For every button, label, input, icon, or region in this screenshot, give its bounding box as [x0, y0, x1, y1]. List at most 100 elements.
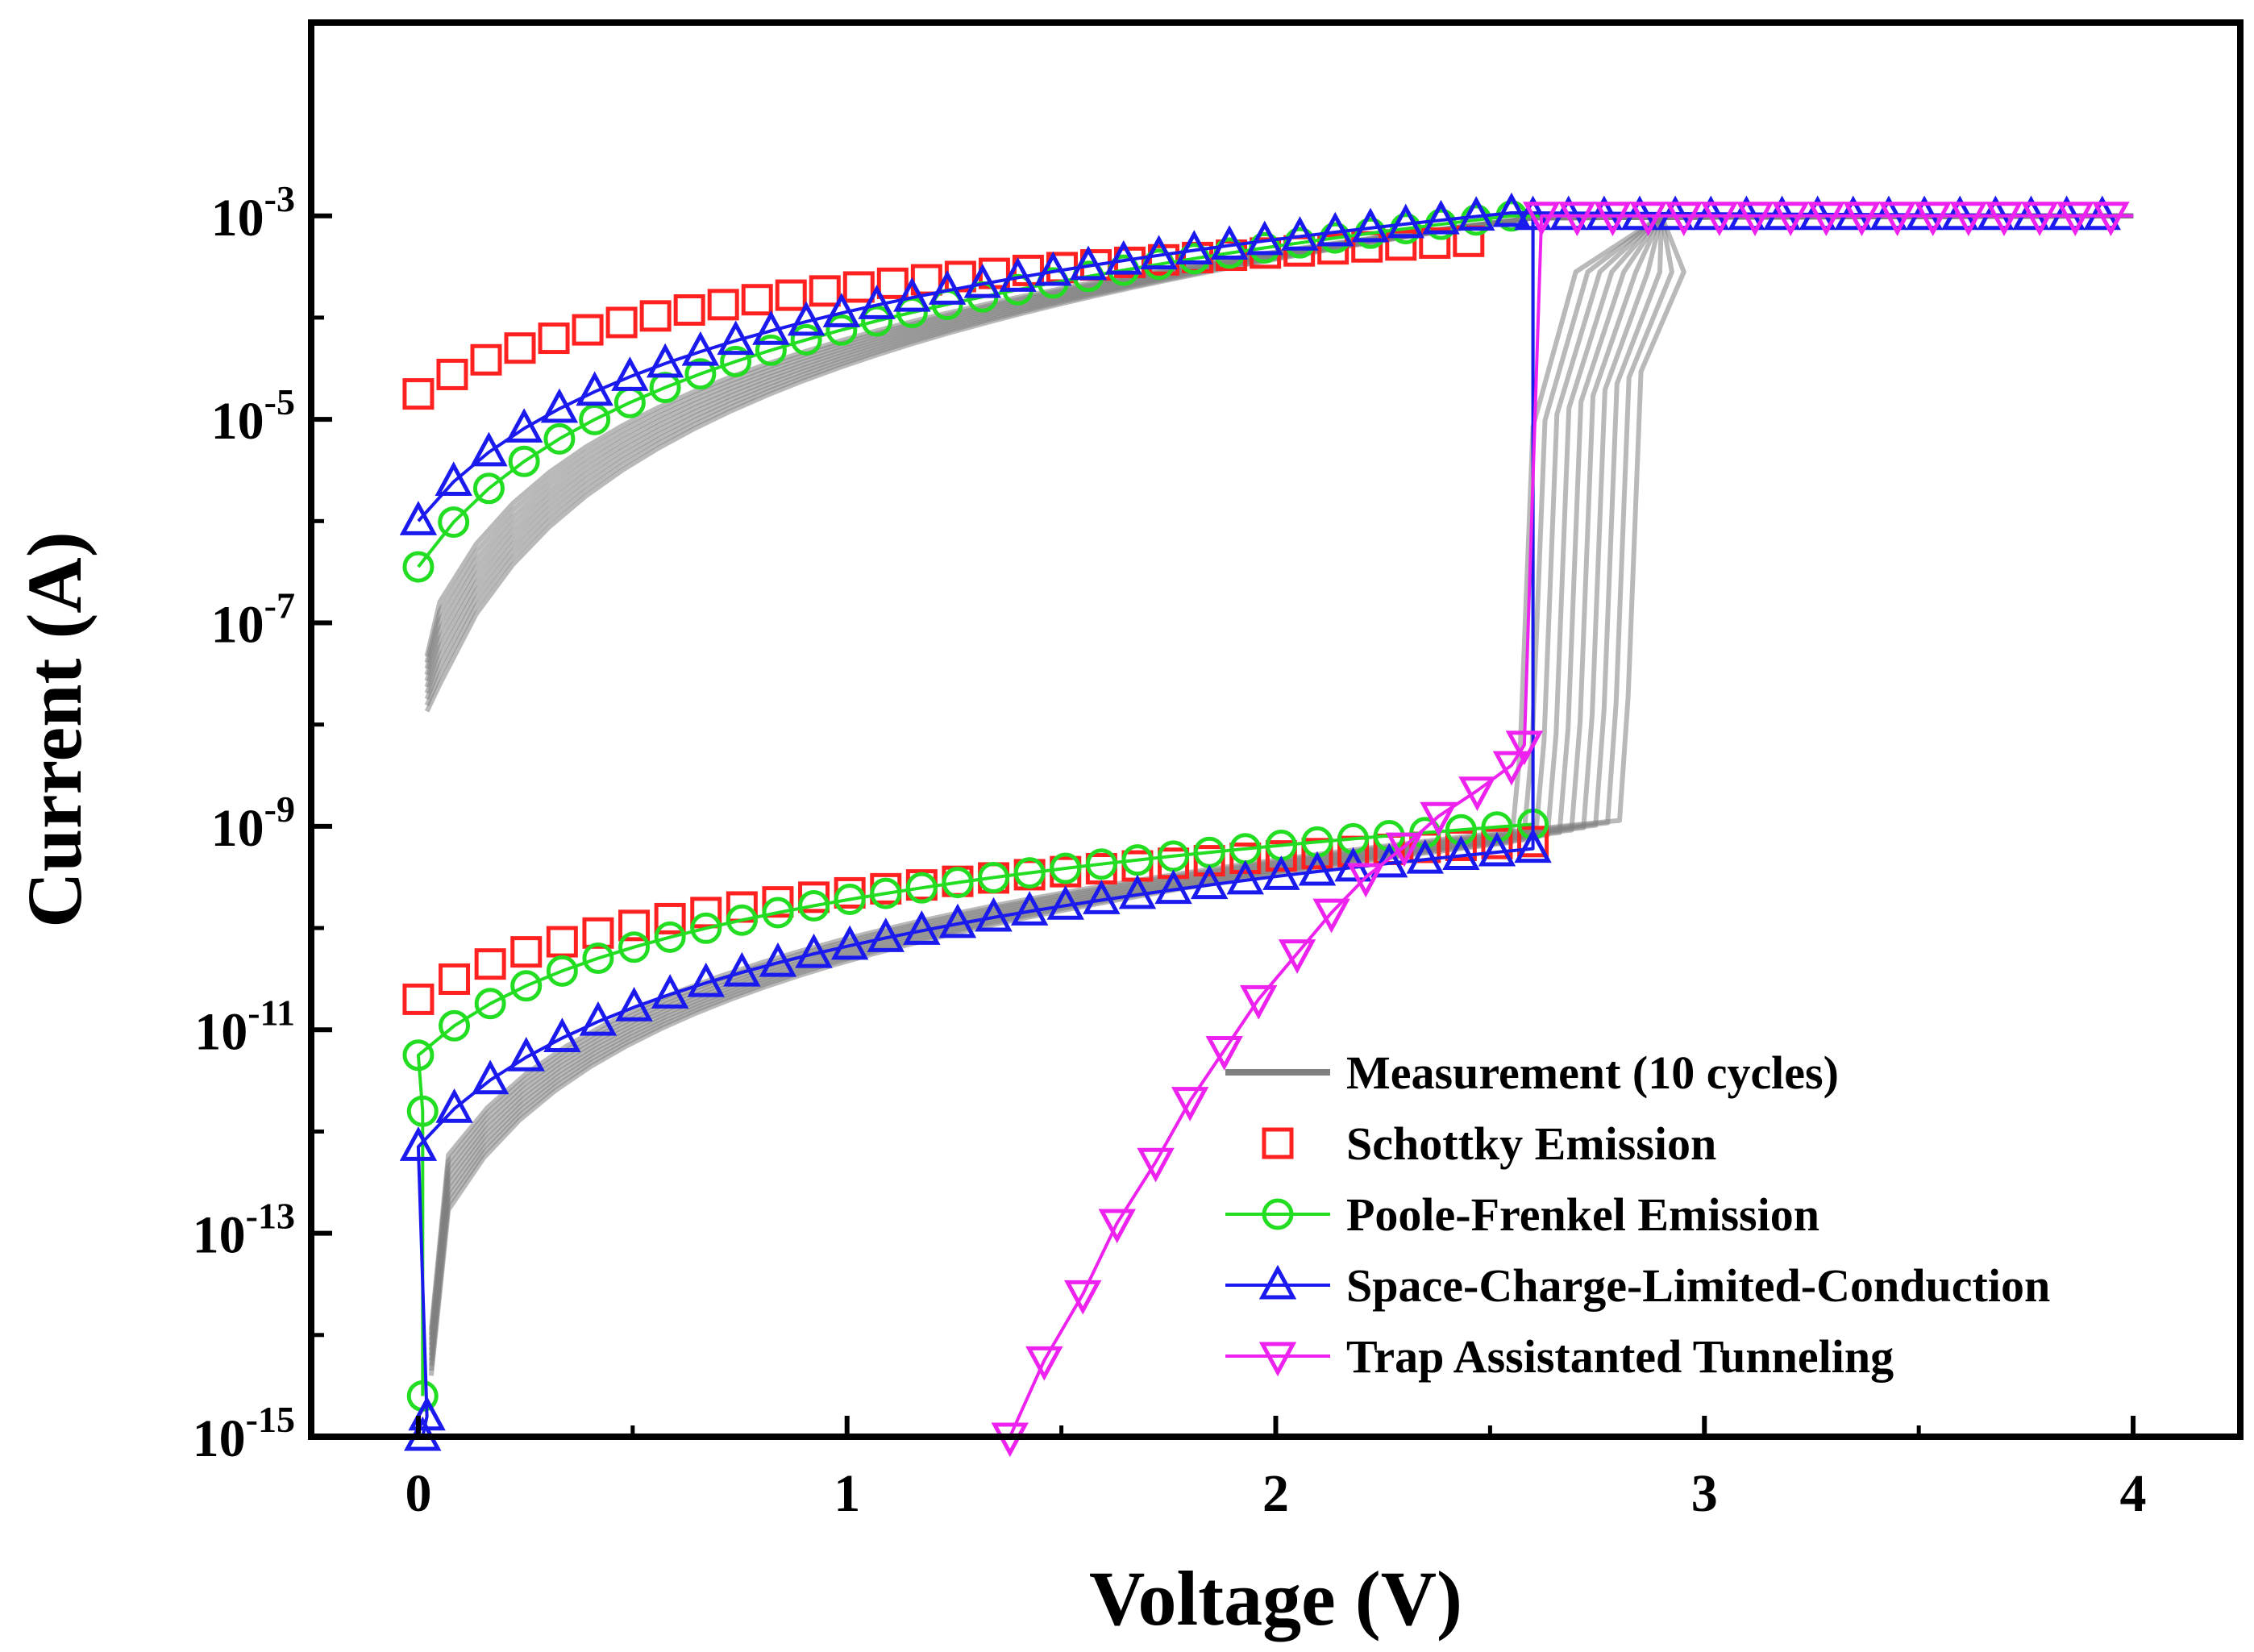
sclc-marker — [1763, 195, 1801, 231]
sclc-marker — [822, 293, 861, 327]
tat-marker — [1098, 1209, 1136, 1244]
poole-frenkel-marker — [439, 1009, 471, 1042]
sclc-marker — [1069, 245, 1108, 281]
tat-marker — [1205, 1035, 1243, 1071]
legend-poole-frenkel-marker — [1262, 1198, 1294, 1230]
tat-marker — [1385, 832, 1424, 868]
schottky-marker — [1419, 227, 1451, 260]
sclc-marker — [1316, 211, 1354, 247]
measurement-lrs-curve — [424, 213, 2134, 676]
schottky-marker — [474, 948, 506, 980]
poole-frenkel-marker — [942, 867, 974, 899]
schottky-marker — [654, 902, 686, 934]
sclc-marker — [1046, 884, 1084, 920]
sclc-marker — [1083, 880, 1121, 914]
poole-frenkel-marker — [978, 861, 1010, 893]
tat-marker — [1505, 730, 1544, 766]
measurement-hrs-curve — [428, 213, 2134, 1341]
sclc-marker — [830, 925, 869, 960]
sclc-marker — [893, 277, 931, 312]
sclc-marker — [1010, 891, 1049, 926]
sclc-marker — [1210, 225, 1249, 260]
schottky-marker — [510, 936, 543, 968]
poole-frenkel-marker — [1390, 213, 1422, 245]
poole-frenkel-marker — [510, 970, 543, 1002]
sclc-marker — [1298, 851, 1337, 886]
sclc-marker — [1140, 235, 1178, 270]
x-tick-label: 2 — [1262, 1464, 1289, 1523]
schottky-marker — [538, 322, 570, 355]
schottky-marker — [1193, 845, 1225, 877]
x-tick-label: 3 — [1691, 1464, 1718, 1523]
sclc-marker — [1226, 859, 1264, 895]
sclc-marker — [999, 257, 1037, 292]
x-tick-label: 1 — [834, 1464, 860, 1523]
sclc-marker — [408, 1396, 446, 1431]
legend-tat-label: Trap Assistanted Tunneling — [1346, 1330, 1894, 1383]
sclc-marker — [717, 320, 755, 356]
schottky-marker — [618, 909, 651, 942]
measurement-hrs-curve — [428, 213, 2134, 1346]
tat-marker — [2056, 202, 2094, 236]
measurement-lrs-curve — [424, 213, 2134, 664]
tat-marker — [1420, 801, 1458, 837]
legend-poole-frenkel-label: Poole-Frenkel Emission — [1346, 1188, 1819, 1241]
sclc-marker — [1549, 195, 1587, 231]
legend-sclc-label: Space-Charge-Limited-Conduction — [1346, 1259, 2050, 1312]
poole-frenkel-marker — [402, 1039, 435, 1072]
sclc-marker — [435, 461, 472, 497]
sclc-marker — [576, 371, 613, 406]
tat-marker — [1700, 202, 1739, 236]
poole-frenkel-marker — [546, 955, 578, 987]
legend-sclc-marker — [1258, 1264, 1297, 1300]
tat-marker — [1985, 202, 2023, 236]
sclc-marker — [1620, 195, 1659, 231]
legend-schottky-marker — [1262, 1127, 1294, 1159]
sclc-marker — [1406, 838, 1444, 874]
sclc-marker — [1034, 251, 1072, 286]
y-tick-label: 10-9 — [211, 789, 295, 858]
tat-marker — [1312, 898, 1350, 934]
poole-frenkel-marker — [726, 904, 758, 936]
tat-marker — [1736, 202, 1774, 236]
sclc-marker — [752, 310, 790, 345]
plot-frame — [308, 19, 2244, 1440]
schottky-marker — [1445, 829, 1477, 861]
sclc-marker — [723, 951, 761, 987]
schottky-marker — [439, 963, 471, 995]
measurement-lrs-curve — [424, 213, 2134, 657]
tat-marker — [1240, 984, 1278, 1020]
poole-frenkel-marker — [762, 897, 794, 929]
poole-frenkel-marker — [1050, 852, 1082, 884]
schottky-marker — [1481, 827, 1513, 859]
tat-marker — [1665, 202, 1703, 236]
sclc-marker — [795, 933, 833, 968]
x-axis-title: Voltage (V) — [1089, 1555, 1462, 1642]
schottky-marker — [707, 289, 739, 321]
x-tick-label: 0 — [405, 1464, 431, 1523]
schottky-marker — [762, 886, 794, 918]
poole-frenkel-marker — [543, 422, 576, 455]
schottky-marker — [639, 300, 672, 332]
y-tick-label: 10-15 — [193, 1399, 295, 1468]
tat-marker — [1458, 776, 1496, 811]
poole-frenkel-marker — [1013, 857, 1046, 889]
sclc-marker — [579, 1001, 618, 1036]
tat-marker — [2092, 202, 2130, 236]
sclc-marker — [1442, 835, 1480, 870]
sclc-marker — [1692, 195, 1730, 231]
sclc-marker — [1104, 239, 1143, 275]
measurement-hrs-curve — [428, 213, 2134, 1350]
tat-marker — [2020, 202, 2059, 236]
schottky-marker — [775, 279, 807, 311]
poole-frenkel-marker — [402, 551, 435, 583]
tat-marker — [1558, 202, 1596, 236]
sclc-marker — [2048, 195, 2086, 231]
sclc-marker — [2012, 195, 2050, 231]
tat-marker — [1492, 751, 1531, 786]
poole-frenkel-marker — [825, 314, 858, 346]
schottky-marker — [470, 343, 502, 376]
sclc-marker — [1370, 843, 1408, 878]
sclc-marker — [1585, 195, 1624, 231]
sclc-marker — [938, 903, 977, 938]
